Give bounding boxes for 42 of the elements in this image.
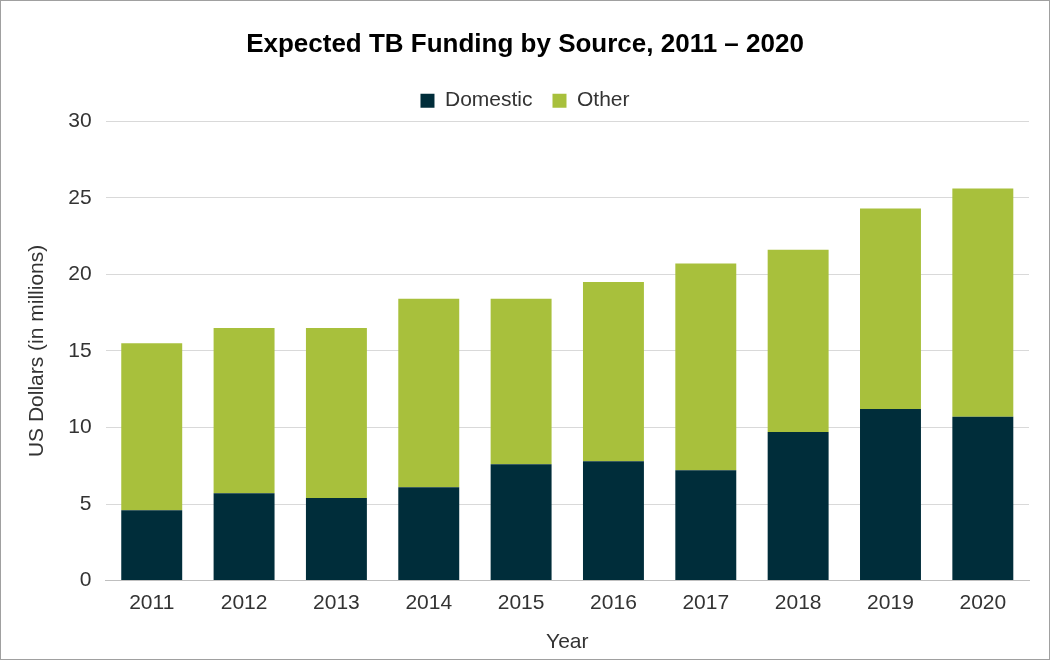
x-tick-label: 2017 [682,590,730,613]
x-tick-label: 2014 [405,590,453,613]
y-tick-label: 5 [79,490,92,514]
bar [860,409,921,581]
y-tick-label: 20 [68,261,92,285]
x-tick-label: 2012 [220,590,268,613]
bar [305,497,367,581]
bar [952,416,1014,581]
bar [767,249,829,433]
x-tick-label: 2019 [867,590,914,613]
bar [213,493,275,581]
bar [398,487,460,581]
x-tick-label: 2020 [959,590,1007,613]
y-axis-title: US Dollars (in millions) [24,244,48,458]
x-tick-label: 2013 [313,590,360,613]
x-tick-label: 2015 [497,590,545,613]
y-tick-label: 10 [68,414,92,438]
chart-title: Expected TB Funding by Source, 2011 – 2020 [246,27,804,58]
bar [952,188,1014,417]
bar [582,281,644,462]
bar [490,298,552,465]
bar [675,470,737,581]
bar [582,461,644,581]
x-tick-label: 2016 [590,590,637,613]
legend-label: Domestic [444,87,533,111]
y-tick-label: 15 [68,337,92,361]
bar [121,343,183,511]
bar [767,432,829,581]
legend-label: Other [577,87,630,111]
bar [490,464,552,581]
y-tick-label: 30 [68,108,92,131]
bar [675,263,737,471]
x-axis-title: Year [546,629,589,653]
y-tick-label: 0 [79,567,92,591]
y-tick-label: 25 [68,184,92,208]
bar [213,327,275,494]
bar [305,327,367,498]
x-tick-label: 2018 [774,590,822,613]
x-tick-label: 2011 [129,590,175,613]
bar [860,208,921,410]
bar [398,298,460,488]
bar [121,510,183,581]
